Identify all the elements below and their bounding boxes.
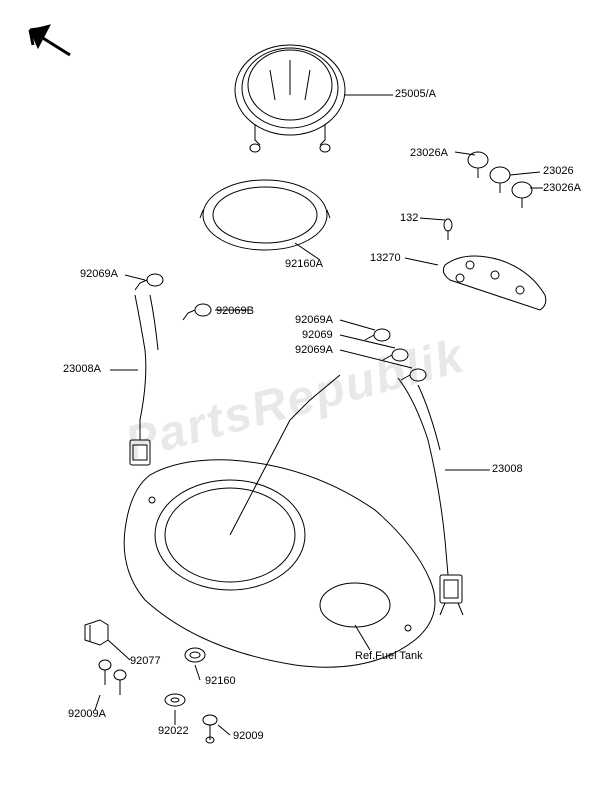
label-92069b: 92069B [216,305,254,317]
label-92009: 92009 [233,730,264,742]
label-92160: 92160 [205,675,236,687]
label-23008: 23008 [492,463,523,475]
parts-diagram [0,0,589,799]
label-92069a-2: 92069A [295,314,333,326]
label-92160a: 92160A [285,258,323,270]
ref-fuel-tank: Ref.Fuel Tank [355,650,423,662]
label-23026: 23026 [543,165,574,177]
label-23026a-2: 23026A [543,182,581,194]
label-92069: 92069 [302,329,333,341]
label-25005a: 25005/A [395,88,436,100]
label-92022: 92022 [158,725,189,737]
label-92077: 92077 [130,655,161,667]
label-92069a-1: 92069A [80,268,118,280]
label-92069a-3: 92069A [295,344,333,356]
label-92009a: 92009A [68,708,106,720]
label-13270: 13270 [370,252,401,264]
label-132: 132 [400,212,418,224]
label-23026a-1: 23026A [410,147,448,159]
label-23008a: 23008A [63,363,101,375]
